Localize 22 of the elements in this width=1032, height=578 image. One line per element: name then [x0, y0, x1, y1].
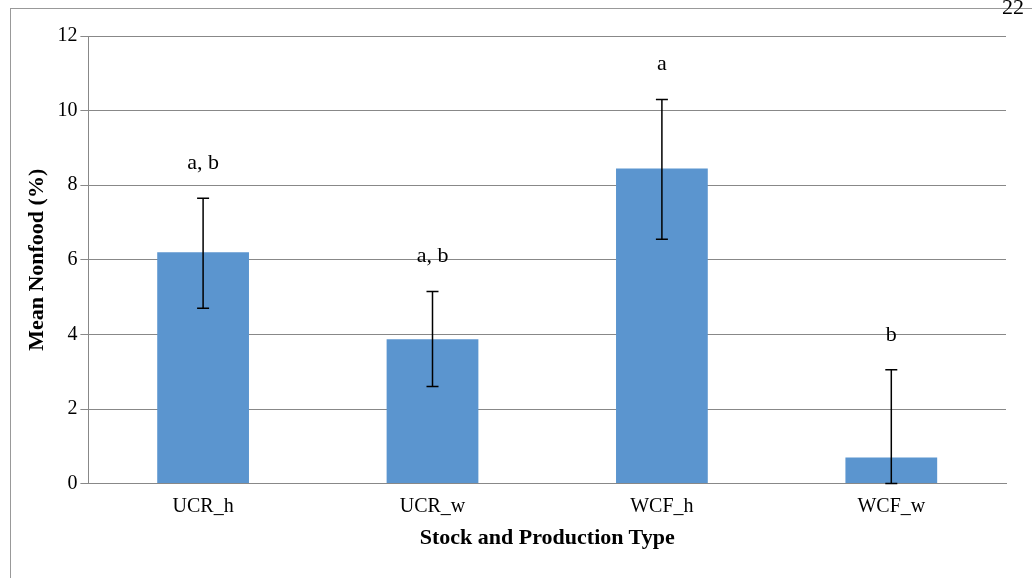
annotation: a, b [187, 149, 219, 175]
y-tick-label: 8 [67, 172, 78, 195]
annotation: b [885, 320, 897, 346]
y-tick-label: 2 [67, 396, 78, 419]
bar [616, 168, 708, 484]
text: 22 [1002, 0, 1024, 20]
x-tick-label: UCR_w [399, 493, 466, 516]
y-axis-title: Mean Nonfood (%) [22, 168, 48, 351]
y-tick-label: 0 [67, 470, 78, 493]
bar [157, 252, 249, 484]
y-tick-label: 12 [57, 23, 78, 46]
y-tick-label: 6 [67, 247, 78, 270]
annotation: a [657, 50, 668, 76]
x-tick-label: WCF_h [630, 493, 694, 516]
bar [386, 339, 479, 484]
x-tick-label: UCR_h [172, 493, 234, 516]
bar [845, 457, 938, 484]
y-tick-label: 4 [67, 321, 78, 344]
x-tick-label: WCF_w [857, 493, 926, 516]
y-tick-label: 10 [57, 97, 78, 120]
x-axis-title: Stock and Production Type [419, 524, 675, 550]
annotation: a, b [416, 242, 449, 268]
